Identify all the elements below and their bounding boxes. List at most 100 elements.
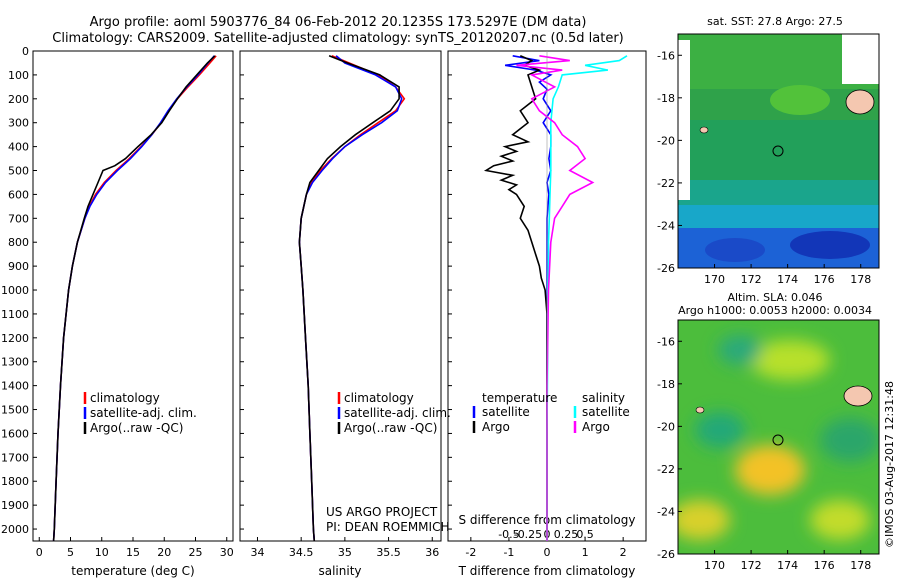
x-tick-label: 34: [250, 546, 264, 559]
legend-label-climatology: climatology: [90, 391, 160, 405]
sla-map: [678, 320, 879, 554]
map-x-tick-label: 176: [814, 273, 835, 286]
series-line-satellite-adj-clim-: [298, 55, 403, 542]
depth-tick-label: 400: [8, 141, 29, 154]
sst-map-frame: [677, 33, 880, 269]
legend-label-t-satellite: satellite: [482, 405, 530, 419]
island-small-1: [699, 126, 709, 134]
depth-tick-label: 2000: [1, 523, 29, 536]
map-y-tick-label: -22: [657, 463, 675, 476]
x-tick-label: 1: [582, 546, 589, 559]
map-x-tick-label: 174: [777, 273, 798, 286]
imos-watermark: ©IMOS 03-Aug-2017 12:31:48: [883, 381, 896, 548]
sst-cold-patch: [790, 231, 870, 259]
map-y-tick-label: -24: [657, 219, 675, 232]
s-tick-label: -0.25: [514, 528, 542, 541]
depth-tick-label: 1700: [1, 451, 29, 464]
series-line-argo-raw-qc-: [298, 55, 400, 542]
map-y-tick-label: -24: [657, 505, 675, 518]
legend-label-argo: Argo(..raw -QC): [344, 421, 437, 435]
sla-low-2: [820, 418, 879, 462]
sst-cloud-mask-left: [678, 40, 690, 200]
depth-tick-label: 300: [8, 117, 29, 130]
temperature-plot-frame: [32, 50, 234, 542]
temperature-series: [52, 55, 217, 542]
sla-low-3: [718, 335, 762, 365]
map-x-tick-label: 172: [741, 273, 762, 286]
island-fiji: [843, 385, 873, 407]
depth-tick-label: 800: [8, 236, 29, 249]
sst-band-mid: [678, 120, 879, 180]
sst-band-cyan: [678, 205, 879, 230]
series-line-t-argo: [483, 55, 548, 541]
x-tick-label: 5: [67, 546, 74, 559]
sst-map: [678, 34, 879, 268]
island-fiji: [845, 89, 875, 115]
depth-tick-label: 1900: [1, 499, 29, 512]
argo-location-marker: [772, 434, 784, 446]
map-x-tick-label: 178: [850, 559, 871, 572]
sla-low-1: [695, 412, 745, 448]
series-line-climatology: [298, 55, 406, 542]
depth-tick-label: 1800: [1, 475, 29, 488]
difference-series: [483, 51, 628, 541]
map-y-tick-label: -16: [657, 49, 675, 62]
x-tick-label: 20: [157, 546, 171, 559]
x-tick-label: 25: [189, 546, 203, 559]
project-credit: US ARGO PROJECT: [326, 505, 438, 519]
map-x-tick-label: 170: [704, 273, 725, 286]
x-tick-label: 10: [95, 546, 109, 559]
x-tick-label: -2: [465, 546, 476, 559]
legend-label-t-argo: Argo: [482, 420, 510, 434]
map-x-tick-label: 176: [814, 559, 835, 572]
depth-tick-label: 1300: [1, 356, 29, 369]
depth-tick-label: 100: [8, 69, 29, 82]
s-tick-label: -0.5: [498, 528, 519, 541]
depth-tick-label: 1600: [1, 427, 29, 440]
x-tick-label: 36: [425, 546, 439, 559]
sla-map-axes: 170 172 174 176 178 -16 -18 -20 -22 -24 -26: [657, 335, 871, 572]
map-y-tick-label: -20: [657, 420, 675, 433]
depth-tick-label: 1200: [1, 332, 29, 345]
legend-label-satellite: satellite-adj. clim.: [344, 406, 451, 420]
salinity-series: [298, 55, 406, 542]
map-y-tick-label: -16: [657, 335, 675, 348]
salinity-difference-axis: -0.5-0.25 0 0.250.5: [498, 528, 594, 541]
sla-map-title: Altim. SLA: 0.046: [727, 291, 822, 304]
salinity-x-label: salinity: [318, 564, 361, 578]
map-x-tick-label: 170: [704, 559, 725, 572]
series-line-s-argo: [516, 55, 595, 541]
depth-tick-label: 200: [8, 93, 29, 106]
map-y-tick-label: -22: [657, 177, 675, 190]
map-x-tick-label: 174: [777, 559, 798, 572]
map-y-tick-label: -18: [657, 378, 675, 391]
depth-tick-label: 1000: [1, 284, 29, 297]
sla-map-frame: [677, 319, 880, 555]
series-line-satellite-adj-clim-: [52, 55, 215, 542]
depth-tick-label: 0: [22, 45, 29, 58]
sla-map-subtitle: Argo h1000: 0.0053 h2000: 0.0034: [678, 304, 872, 317]
temperature-x-axis: 0 5 10 15 20 25 30: [36, 537, 234, 559]
depth-tick-label: 1400: [1, 380, 29, 393]
map-y-tick-label: -26: [657, 548, 675, 561]
sst-warm-patch: [770, 85, 830, 115]
x-tick-label: 0: [544, 546, 551, 559]
legend-label-s-argo: Argo: [582, 420, 610, 434]
sla-high-1: [750, 340, 830, 380]
x-tick-label: -1: [503, 546, 514, 559]
x-tick-label: 34.5: [289, 546, 314, 559]
figure-title-line2: Climatology: CARS2009. Satellite-adjuste…: [52, 31, 624, 46]
map-x-tick-label: 178: [850, 273, 871, 286]
series-line-argo-raw-qc-: [52, 55, 216, 542]
sla-high-2: [735, 445, 805, 495]
temperature-x-label: temperature (deg C): [71, 564, 194, 578]
depth-axis: 0 100 200 300 400 500 600 700 800 900 1000 1100 1200…: [1, 45, 452, 536]
depth-tick-label: 900: [8, 260, 29, 273]
depth-tick-label: 700: [8, 212, 29, 225]
depth-tick-label: 500: [8, 165, 29, 178]
sla-high-4: [810, 500, 870, 540]
legend-label-climatology: climatology: [344, 391, 414, 405]
figure-title-line1: Argo profile: aoml 5903776_84 06-Feb-201…: [90, 15, 587, 30]
map-y-tick-label: -26: [657, 262, 675, 275]
